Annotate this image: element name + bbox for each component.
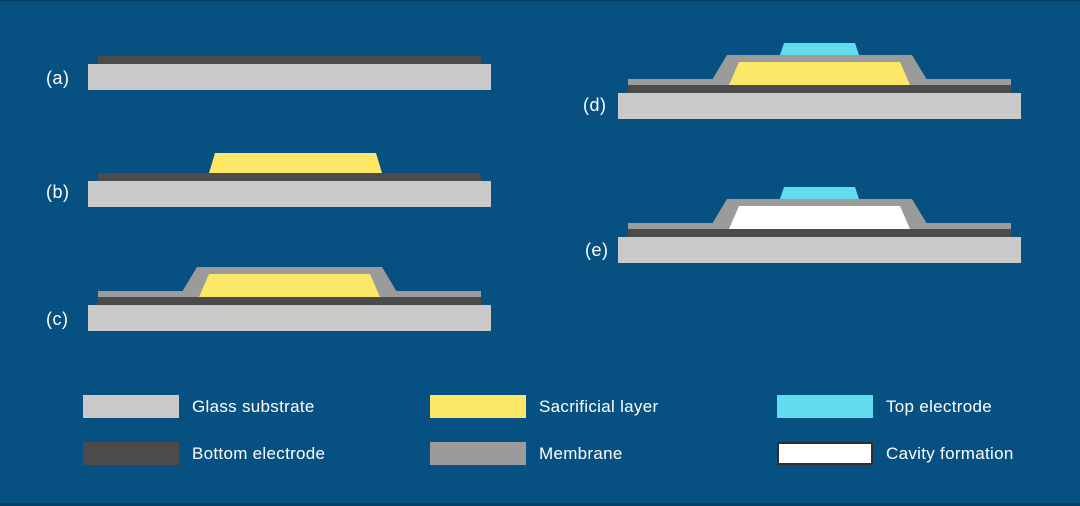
- bottom-electrode-swatch: [83, 442, 179, 465]
- legend-label-sacrificial-layer: Sacrificial layer: [539, 396, 659, 416]
- panel-a-label: (a): [46, 68, 70, 88]
- top-electrode-swatch: [777, 395, 873, 418]
- glass-substrate-shape: [618, 237, 1021, 263]
- panel-b-label: (b): [46, 182, 70, 202]
- sacrificial-layer-shape: [209, 153, 382, 173]
- panel-a-diagram: [88, 56, 491, 90]
- sacrificial-layer-shape: [199, 274, 380, 297]
- glass-substrate-shape: [88, 305, 491, 331]
- panel-b-diagram: [88, 153, 491, 207]
- legend-label-glass-substrate: Glass substrate: [192, 396, 315, 416]
- legend-item-sacrificial-layer: Sacrificial layer: [430, 395, 658, 418]
- legend-label-cavity-formation: Cavity formation: [886, 443, 1014, 463]
- glass-substrate-shape: [88, 181, 491, 207]
- legend-label-top-electrode: Top electrode: [886, 396, 992, 416]
- panel-d-label: (d): [583, 95, 607, 115]
- legend-label-membrane: Membrane: [539, 443, 623, 463]
- bottom-electrode-shape: [98, 56, 481, 64]
- panel-d-diagram: [618, 43, 1021, 119]
- panel-c-diagram: [88, 267, 491, 331]
- glass-substrate-swatch: [83, 395, 179, 418]
- glass-substrate-shape: [618, 93, 1021, 119]
- glass-substrate-shape: [88, 64, 491, 90]
- cavity-shape: [729, 206, 910, 229]
- bottom-electrode-shape: [628, 229, 1011, 237]
- membrane-swatch: [430, 442, 526, 465]
- legend-item-glass-substrate: Glass substrate: [83, 395, 315, 418]
- legend-item-membrane: Membrane: [430, 442, 623, 465]
- panel-c-label: (c): [46, 309, 69, 329]
- legend-item-top-electrode: Top electrode: [777, 395, 992, 418]
- legend-item-bottom-electrode: Bottom electrode: [83, 442, 325, 465]
- cavity-formation-swatch: [777, 442, 873, 465]
- sacrificial-layer-shape: [729, 62, 910, 85]
- top-electrode-shape: [780, 187, 859, 199]
- bottom-electrode-shape: [628, 85, 1011, 93]
- top-electrode-shape: [780, 43, 859, 55]
- bottom-electrode-shape: [98, 173, 481, 181]
- panel-e-diagram: [618, 187, 1021, 263]
- legend-label-bottom-electrode: Bottom electrode: [192, 443, 326, 463]
- sacrificial-layer-swatch: [430, 395, 526, 418]
- bottom-electrode-shape: [98, 297, 481, 305]
- legend-item-cavity-formation: Cavity formation: [777, 442, 1014, 465]
- panel-e-label: (e): [585, 240, 609, 260]
